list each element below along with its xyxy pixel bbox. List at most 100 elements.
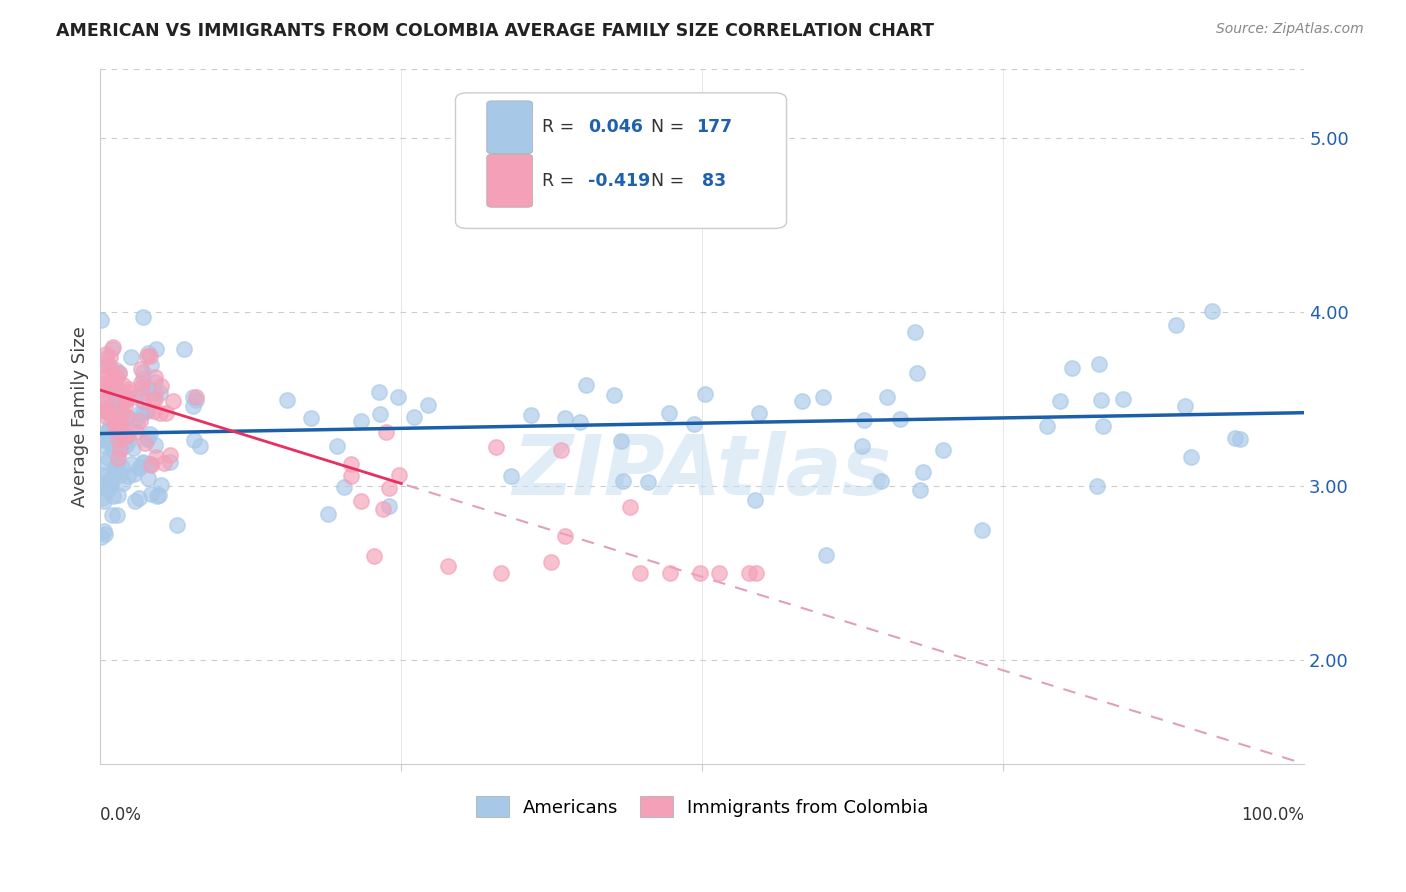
Point [1092, 418, 1115, 433]
Point [339, 457, 361, 471]
Point [103, 459, 125, 474]
Point [103, 376, 125, 391]
Y-axis label: Average Family Size: Average Family Size [72, 326, 89, 507]
Point [96, 467, 118, 482]
Point [387, 390, 409, 404]
Point [135, 380, 157, 394]
Point [91, 475, 114, 490]
Point [97, 380, 120, 394]
Point [1166, 318, 1188, 333]
Point [118, 384, 141, 399]
Point [108, 442, 131, 456]
Point [932, 443, 955, 458]
Point [1090, 392, 1112, 407]
Point [388, 468, 411, 483]
Point [340, 469, 363, 483]
Point [554, 411, 576, 425]
Point [683, 417, 706, 431]
Point [136, 431, 159, 445]
Point [316, 508, 339, 522]
Point [129, 376, 152, 390]
Point [115, 429, 138, 443]
Point [129, 414, 152, 428]
Point [101, 343, 124, 357]
Point [811, 390, 834, 404]
Point [128, 460, 150, 475]
Point [138, 457, 160, 471]
Point [93, 404, 115, 418]
Point [107, 438, 129, 452]
Point [188, 439, 211, 453]
Point [689, 566, 711, 580]
Point [122, 441, 145, 455]
Point [96, 404, 118, 418]
Point [911, 465, 934, 479]
Point [105, 438, 128, 452]
Point [108, 366, 131, 380]
Point [707, 566, 730, 580]
Legend: Americans, Immigrants from Colombia: Americans, Immigrants from Colombia [470, 789, 935, 824]
Point [118, 383, 141, 397]
Point [93, 524, 115, 538]
Point [368, 408, 391, 422]
Point [104, 418, 127, 433]
Point [609, 434, 631, 448]
Point [132, 456, 155, 470]
Point [90, 313, 112, 327]
Point [153, 456, 176, 470]
Point [100, 437, 122, 451]
Point [637, 475, 659, 489]
Point [97, 380, 120, 394]
Point [94, 376, 117, 391]
Point [94, 394, 117, 409]
FancyBboxPatch shape [486, 101, 533, 153]
Point [103, 370, 125, 384]
Point [181, 399, 204, 413]
Point [371, 502, 394, 516]
Point [612, 474, 634, 488]
Point [111, 421, 134, 435]
Point [183, 433, 205, 447]
Point [550, 442, 572, 457]
Point [104, 372, 127, 386]
Point [97, 423, 120, 437]
Point [104, 421, 127, 435]
Point [363, 549, 385, 564]
Point [150, 478, 173, 492]
Point [790, 393, 813, 408]
Point [108, 415, 131, 429]
Point [134, 435, 156, 450]
FancyBboxPatch shape [486, 154, 533, 207]
Point [131, 380, 153, 394]
Point [97, 430, 120, 444]
Point [619, 500, 641, 514]
Point [870, 475, 893, 489]
Point [173, 342, 195, 356]
Point [93, 434, 115, 448]
Point [166, 517, 188, 532]
Point [101, 443, 124, 458]
Point [105, 508, 128, 522]
Point [96, 410, 118, 425]
Point [1201, 303, 1223, 318]
Point [94, 527, 117, 541]
Point [97, 483, 120, 498]
Point [111, 460, 134, 475]
Point [96, 479, 118, 493]
Point [436, 559, 458, 574]
Point [136, 346, 159, 360]
Point [135, 403, 157, 417]
Point [96, 428, 118, 442]
Point [125, 425, 148, 439]
Point [114, 429, 136, 443]
Point [139, 426, 162, 441]
Point [368, 384, 391, 399]
Point [350, 493, 373, 508]
Point [145, 342, 167, 356]
Point [876, 390, 898, 404]
Point [155, 406, 177, 420]
Point [131, 362, 153, 376]
Point [98, 350, 121, 364]
Point [96, 359, 118, 374]
Point [120, 457, 142, 471]
